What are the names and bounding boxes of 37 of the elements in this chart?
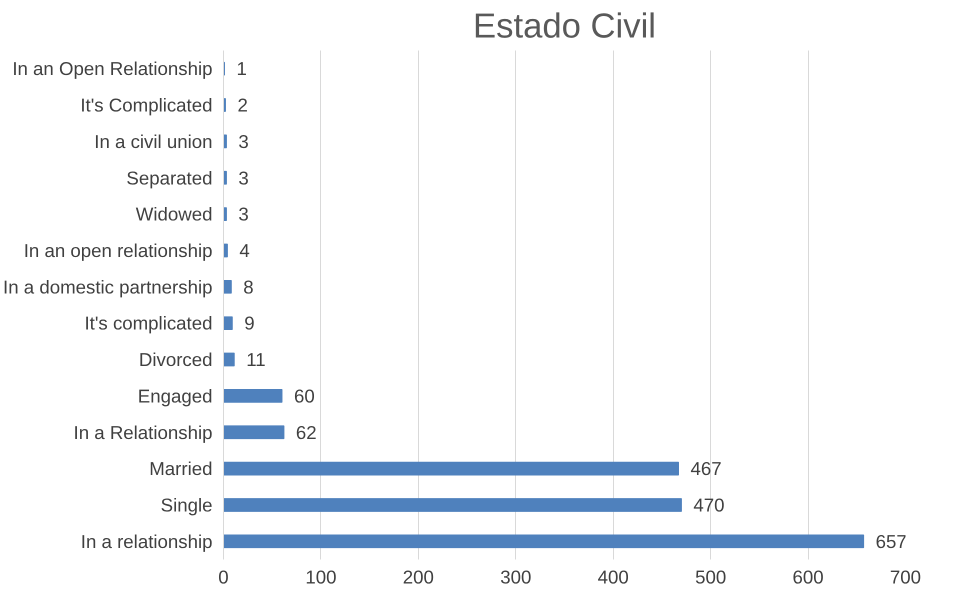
x-tick-label: 600 <box>792 566 824 588</box>
data-label: 1 <box>236 58 247 80</box>
y-tick-label: It's Complicated <box>80 94 213 116</box>
y-tick-label: In an Open Relationship <box>12 58 213 80</box>
y-tick-label: Widowed <box>136 204 213 225</box>
data-label: 467 <box>690 458 722 480</box>
y-tick-label: It's complicated <box>84 312 213 334</box>
data-label: 657 <box>876 530 907 552</box>
x-tick-label: 100 <box>305 566 337 588</box>
data-label: 62 <box>296 422 317 443</box>
y-tick-label: In a Relationship <box>74 422 213 443</box>
y-tick-label: In a domestic partnership <box>3 276 213 298</box>
data-label: 4 <box>239 240 250 261</box>
data-label: 3 <box>238 204 249 225</box>
y-tick-label: In a civil union <box>94 130 213 152</box>
data-label: 60 <box>294 385 315 406</box>
data-label: 470 <box>693 494 725 516</box>
data-label: 3 <box>238 167 249 188</box>
data-label: 9 <box>244 312 255 334</box>
chart-title: Estado Civil <box>473 8 656 46</box>
data-label: 11 <box>246 349 266 370</box>
y-tick-label: In an open relationship <box>24 240 213 261</box>
y-tick-label: Divorced <box>138 349 213 370</box>
x-tick-label: 500 <box>695 566 726 588</box>
x-tick-label: 300 <box>500 566 532 588</box>
y-tick-label: Engaged <box>138 385 213 406</box>
y-tick-label: In a relationship <box>80 530 213 552</box>
y-tick-label: Separated <box>126 167 213 188</box>
data-label: 2 <box>237 94 248 116</box>
y-tick-label: Married <box>149 458 213 480</box>
data-label: 8 <box>243 276 254 298</box>
x-tick-label: 0 <box>218 566 229 588</box>
x-tick-label: 700 <box>890 566 922 588</box>
x-tick-label: 200 <box>402 566 434 588</box>
data-label: 3 <box>238 130 249 152</box>
y-tick-label: Single <box>160 494 213 516</box>
x-tick-label: 400 <box>598 566 629 588</box>
